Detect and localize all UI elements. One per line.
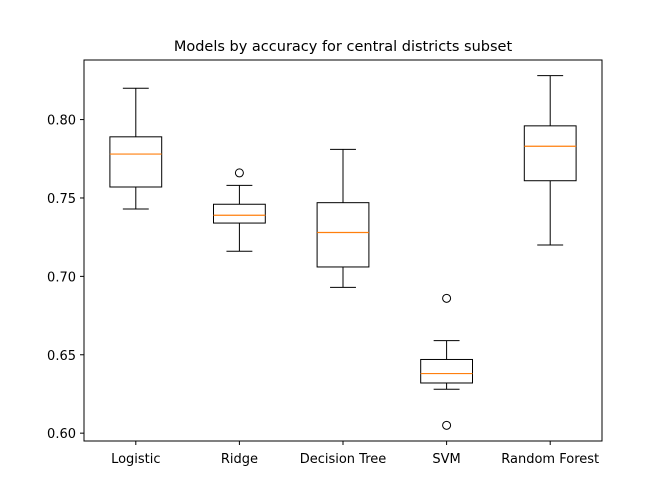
box-random-forest bbox=[523, 75, 577, 246]
y-tick-label: 0.75 bbox=[47, 192, 76, 207]
box-ridge bbox=[213, 168, 266, 252]
interquartile-box bbox=[213, 203, 266, 224]
x-tick-label: SVM bbox=[432, 452, 460, 467]
interquartile-box bbox=[523, 125, 577, 182]
outlier-point bbox=[442, 293, 452, 303]
x-tick-label: Random Forest bbox=[501, 452, 599, 467]
box-decision-tree bbox=[316, 148, 370, 288]
y-tick-label: 0.65 bbox=[47, 349, 76, 364]
plot-area-frame bbox=[83, 59, 603, 442]
y-tick-label: 0.80 bbox=[47, 114, 76, 129]
outlier-point bbox=[234, 168, 244, 178]
interquartile-box bbox=[420, 358, 474, 384]
y-tick-label: 0.70 bbox=[47, 270, 76, 285]
x-axis: Logistic Ridge Decision Tree SVM Random Fore… bbox=[111, 441, 599, 467]
outlier-point bbox=[442, 420, 452, 430]
x-tick-label: Decision Tree bbox=[300, 452, 387, 467]
x-tick-label: Ridge bbox=[221, 452, 258, 467]
chart-title: Models by accuracy for central districts… bbox=[174, 39, 513, 55]
box-series bbox=[109, 75, 577, 430]
y-tick-label: 0.60 bbox=[47, 427, 76, 442]
x-tick-label: Logistic bbox=[111, 452, 160, 467]
interquartile-box bbox=[109, 136, 163, 188]
y-axis: 0.60 0.65 0.70 0.75 0.80 bbox=[47, 114, 84, 442]
box-svm bbox=[420, 293, 474, 430]
box-logistic bbox=[109, 87, 163, 210]
interquartile-box bbox=[316, 202, 370, 268]
